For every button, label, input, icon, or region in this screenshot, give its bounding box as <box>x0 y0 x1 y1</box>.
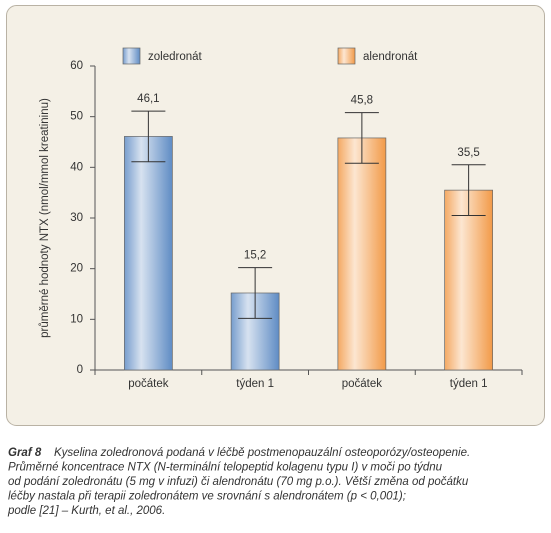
caption-line: Kyselina zoledronová podaná v léčbě post… <box>54 447 470 459</box>
caption-line: Průměrné koncentrace NTX (N-terminální t… <box>8 462 443 474</box>
legend-swatch <box>337 47 356 65</box>
error-bar <box>238 267 273 319</box>
value-label: 46,1 <box>137 93 159 105</box>
value-label: 15,2 <box>244 250 266 262</box>
y-tick-label: 50 <box>70 111 83 123</box>
y-tick-label: 20 <box>70 263 83 275</box>
error-bar <box>344 112 379 164</box>
legend-label: alendronát <box>363 51 418 63</box>
error-bar <box>131 110 166 163</box>
y-tick-label: 10 <box>70 313 83 325</box>
caption-line: léčby nastala při terapii zoledronátem v… <box>8 491 406 503</box>
y-tick-label: 60 <box>70 60 83 72</box>
x-tick-label: počátek <box>342 378 383 390</box>
y-axis-label: průměrné hodnoty NTX (nmol/mmol kreatini… <box>39 98 51 338</box>
y-tick-label: 0 <box>77 364 83 376</box>
y-tick-label: 40 <box>70 161 83 173</box>
legend-swatch <box>122 47 141 65</box>
caption-line: podle [21] – Kurth, et al., 2006. <box>7 505 165 517</box>
value-label: 35,5 <box>457 147 479 159</box>
y-tick-label: 30 <box>70 212 83 224</box>
error-bar <box>451 164 486 216</box>
bar <box>444 189 493 371</box>
caption-label: Graf 8 <box>8 447 42 459</box>
x-tick-label: týden 1 <box>236 378 274 390</box>
caption-line: od podání zoledronátu (5 mg v infuzi) či… <box>8 476 469 488</box>
x-tick-label: týden 1 <box>450 378 488 390</box>
value-label: 45,8 <box>351 95 373 107</box>
bar <box>337 137 387 371</box>
x-tick-label: počátek <box>128 378 169 390</box>
legend-label: zoledronát <box>148 51 203 63</box>
bar <box>124 136 173 371</box>
